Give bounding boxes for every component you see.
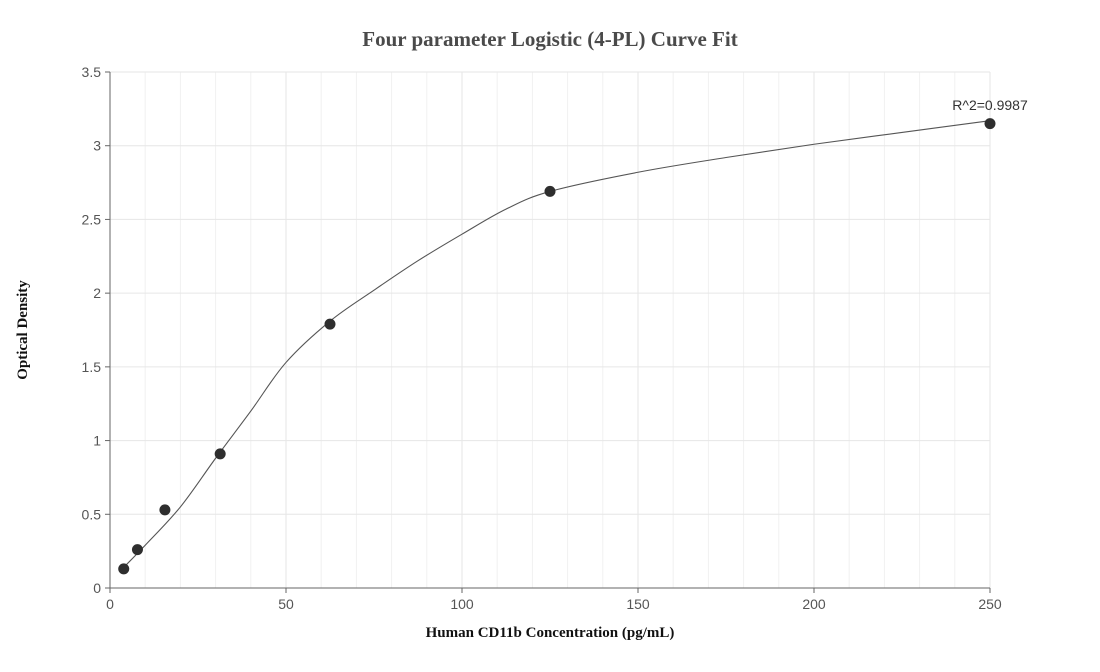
x-tick-label: 50 <box>278 596 294 612</box>
y-tick-label: 1 <box>93 433 101 449</box>
x-tick-label: 100 <box>450 596 474 612</box>
data-point <box>118 563 130 575</box>
x-tick-label: 0 <box>106 596 114 612</box>
y-tick-label: 0 <box>93 580 101 596</box>
chart-title: Four parameter Logistic (4-PL) Curve Fit <box>362 27 737 51</box>
y-tick-label: 2 <box>93 285 101 301</box>
x-tick-label: 150 <box>626 596 650 612</box>
y-axis-title: Optical Density <box>15 280 31 380</box>
data-point <box>214 448 226 460</box>
y-tick-label: 1.5 <box>82 359 102 375</box>
data-point <box>984 118 996 130</box>
x-axis-ticks: 0 50 100 150 200 250 <box>106 588 1002 612</box>
data-points <box>118 118 996 575</box>
y-tick-label: 3.5 <box>82 64 102 80</box>
data-point <box>131 544 143 556</box>
r-squared-annotation: R^2=0.9987 <box>952 97 1028 113</box>
y-tick-label: 3 <box>93 138 101 154</box>
data-point <box>324 318 336 330</box>
y-tick-label: 2.5 <box>82 211 102 227</box>
x-axis-title: Human CD11b Concentration (pg/mL) <box>426 625 675 641</box>
fit-curve-line <box>123 120 991 568</box>
data-point <box>159 504 171 516</box>
data-point <box>544 185 556 197</box>
grid <box>110 71 991 588</box>
x-tick-label: 250 <box>978 596 1002 612</box>
y-axis-ticks: 0 0.5 1 1.5 2 2.5 3 3.5 <box>82 64 110 596</box>
y-tick-label: 0.5 <box>82 506 102 522</box>
fit-curve-layer <box>123 120 991 568</box>
axes <box>109 72 990 589</box>
x-tick-label: 200 <box>802 596 826 612</box>
